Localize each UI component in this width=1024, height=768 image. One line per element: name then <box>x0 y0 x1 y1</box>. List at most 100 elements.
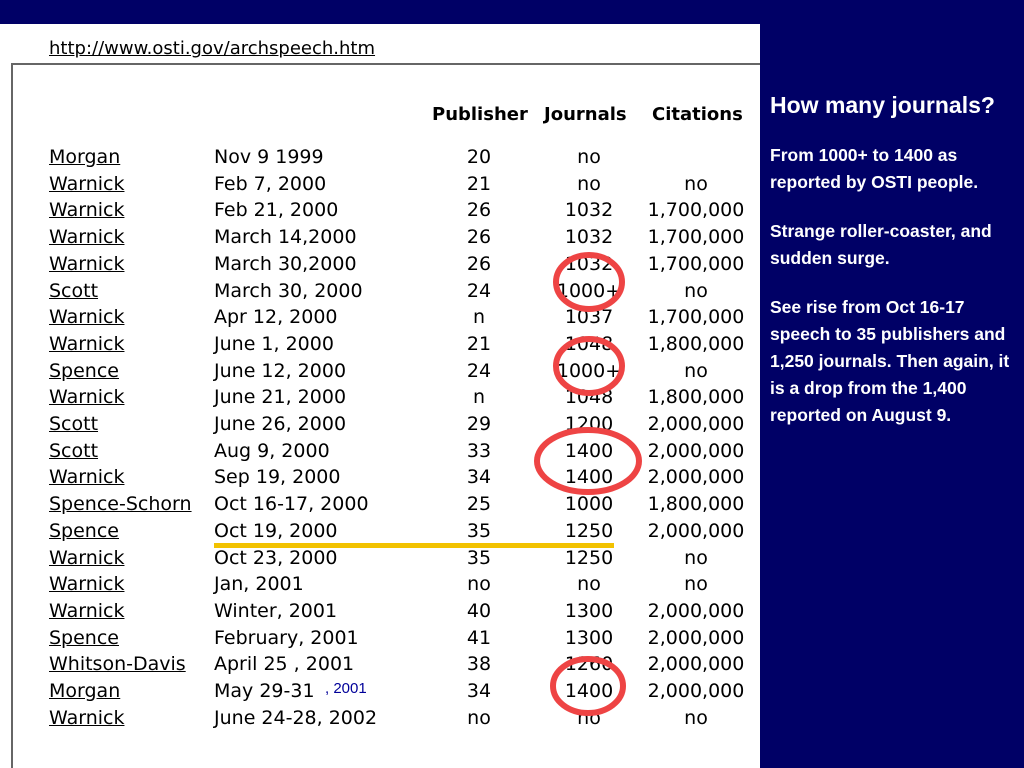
publisher-cell: 35 <box>466 546 492 569</box>
date-cell: Winter, 2001 <box>214 599 338 622</box>
journals-cell: 1032 <box>564 226 614 249</box>
table-row: Warnick Feb 7, 2000 21 no no <box>0 171 760 197</box>
speaker-link[interactable]: Warnick <box>49 706 125 729</box>
speaker-link[interactable]: Warnick <box>49 386 125 409</box>
source-url[interactable]: http://www.osti.gov/archspeech.htm <box>49 38 376 59</box>
citations-cell: 1,700,000 <box>647 226 745 249</box>
journals-cell: no <box>577 573 601 596</box>
table-row: Scott March 30, 2000 24 1000+ no <box>0 278 760 304</box>
citations-cell: no <box>684 172 708 195</box>
speaker-link[interactable]: Spence <box>49 519 119 542</box>
speaker-link[interactable]: Warnick <box>49 172 125 195</box>
journals-cell: 1400 <box>564 466 614 489</box>
table-row: Warnick Feb 21, 2000 26 1032 1,700,000 <box>0 197 760 223</box>
speaker-link[interactable]: Warnick <box>49 226 125 249</box>
citations-cell: 2,000,000 <box>647 680 745 702</box>
publisher-cell: 34 <box>466 466 492 489</box>
speaker-link[interactable]: Warnick <box>49 599 125 622</box>
table-row: Spence Oct 19, 2000 35 1250 2,000,000 <box>0 518 760 544</box>
speaker-link[interactable]: Scott <box>49 413 99 435</box>
date-cell: June 26, 2000 <box>214 413 347 435</box>
date-cell: June 24-28, 2002 <box>214 706 378 729</box>
publisher-cell: 40 <box>466 599 492 622</box>
scanned-table-panel: http://www.osti.gov/archspeech.htm Publi… <box>0 24 760 768</box>
date-cell: Jan, 2001 <box>214 573 304 596</box>
date-cell: Oct 23, 2000 <box>214 546 338 569</box>
journals-cell: 1400 <box>564 439 614 462</box>
publisher-cell: 41 <box>466 626 492 649</box>
publisher-cell: 26 <box>466 199 492 222</box>
table-row: Whitson-Davis April 25 , 2001 38 1260 2,000,… <box>0 651 760 677</box>
citations-cell: 1,800,000 <box>647 332 745 355</box>
notes-paragraph-3: See rise from Oct 16-17 speech to 35 pub… <box>770 297 1010 425</box>
speaker-link[interactable]: Morgan <box>49 680 121 702</box>
date-cell: Apr 12, 2000 <box>214 306 338 329</box>
publisher-cell: 20 <box>466 146 492 168</box>
publisher-cell: no <box>467 706 491 729</box>
date-cell: Feb 7, 2000 <box>214 172 327 195</box>
table-row: Spence-Schorn Oct 16-17, 2000 25 1000 1,800,… <box>0 491 760 517</box>
citations-cell: 2,000,000 <box>647 519 745 542</box>
table-row: Warnick Jan, 2001 no no no <box>0 571 760 597</box>
speaker-link[interactable]: Spence-Schorn <box>49 493 192 516</box>
publisher-cell: 38 <box>466 653 492 676</box>
journals-cell: 1250 <box>564 546 614 569</box>
speaker-link[interactable]: Warnick <box>49 546 125 569</box>
journals-cell: 1400 <box>564 680 614 702</box>
citations-cell: 2,000,000 <box>647 599 745 622</box>
speaker-link[interactable]: Warnick <box>49 252 125 275</box>
journals-cell: 1032 <box>564 199 614 222</box>
publisher-cell: 21 <box>466 332 492 355</box>
header-publisher: Publisher <box>432 104 528 125</box>
citations-cell: no <box>684 573 708 596</box>
speaker-link[interactable]: Whitson-Davis <box>49 653 186 676</box>
table-row: Morgan Nov 9 1999 20 no <box>0 144 760 170</box>
journals-cell: 1037 <box>564 306 614 329</box>
date-cell: Aug 9, 2000 <box>214 439 330 462</box>
speaker-link[interactable]: Warnick <box>49 306 125 329</box>
publisher-cell: 24 <box>466 359 492 382</box>
publisher-cell: n <box>472 306 486 329</box>
speaker-link[interactable]: Scott <box>49 439 99 462</box>
citations-cell: 2,000,000 <box>647 653 745 676</box>
speaker-link[interactable]: Scott <box>49 279 99 302</box>
speaker-link[interactable]: Warnick <box>49 199 125 222</box>
journals-cell: 1048 <box>564 332 614 355</box>
publisher-cell: 34 <box>466 680 492 702</box>
journals-cell: 1250 <box>564 519 614 542</box>
journals-cell: 1000 <box>564 493 614 516</box>
journals-cell: 1048 <box>564 386 614 409</box>
date-cell: February, 2001 <box>214 626 359 649</box>
date-cell: Sep 19, 2000 <box>214 466 341 489</box>
date-cell: June 1, 2000 <box>214 332 334 355</box>
notes-panel: How many journals? From 1000+ to 1400 as… <box>770 90 1018 429</box>
publisher-cell: 26 <box>466 252 492 275</box>
journals-cell: 1000+ <box>556 279 622 302</box>
table-row: Spence February, 2001 41 1300 2,000,000 <box>0 625 760 651</box>
speaker-link[interactable]: Morgan <box>49 146 121 168</box>
speaker-link[interactable]: Warnick <box>49 573 125 596</box>
publisher-cell: no <box>467 573 491 596</box>
date-cell: Feb 21, 2000 <box>214 199 339 222</box>
table-row: Warnick June 1, 2000 21 1048 1,800,000 <box>0 331 760 357</box>
table-row: Spence June 12, 2000 24 1000+ no <box>0 358 760 384</box>
citations-cell: no <box>684 706 708 729</box>
publisher-cell: 29 <box>466 413 492 435</box>
citations-cell: 1,800,000 <box>647 493 745 516</box>
publisher-cell: 24 <box>466 279 492 302</box>
journals-cell: 1300 <box>564 626 614 649</box>
speaker-link[interactable]: Spence <box>49 359 119 382</box>
speaker-link[interactable]: Warnick <box>49 332 125 355</box>
journals-cell: 1032 <box>564 252 614 275</box>
date-cell: May 29-31 <box>214 680 315 702</box>
journals-cell: no <box>577 146 601 168</box>
speaker-link[interactable]: Spence <box>49 626 119 649</box>
citations-cell: no <box>684 279 708 302</box>
journals-cell: 1260 <box>564 653 614 676</box>
journals-cell: no <box>577 172 601 195</box>
highlight-underline <box>214 543 614 548</box>
speaker-link[interactable]: Warnick <box>49 466 125 489</box>
header-citations: Citations <box>652 104 743 125</box>
table-row: Warnick June 21, 2000 n 1048 1,800,000 <box>0 384 760 410</box>
table-frame <box>11 63 760 768</box>
